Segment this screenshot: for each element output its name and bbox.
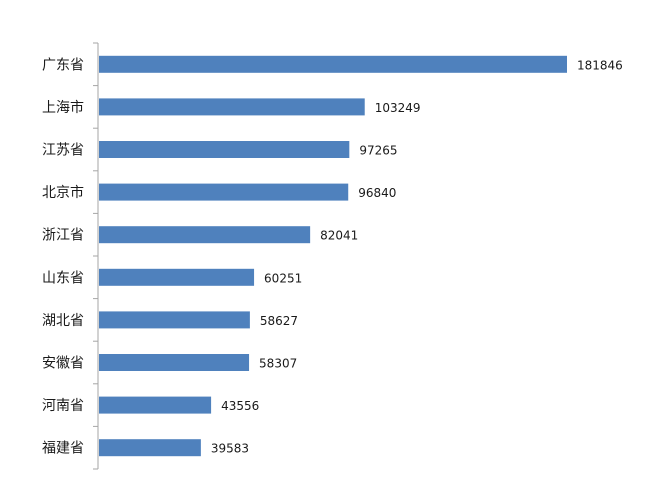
bar-1 [99, 98, 365, 116]
category-label-9: 福建省 [42, 441, 84, 457]
bar-7 [99, 354, 250, 371]
value-label-1: 103249 [375, 101, 421, 115]
value-label-5: 60251 [264, 271, 302, 285]
bar-3 [99, 183, 349, 201]
value-label-7: 58307 [259, 357, 297, 371]
value-label-2: 97265 [359, 144, 397, 158]
category-label-7: 安徽省 [42, 356, 84, 372]
category-label-1: 上海市 [42, 99, 84, 116]
value-label-4: 82041 [320, 229, 358, 243]
bar-6 [99, 311, 250, 329]
bar-0 [99, 55, 567, 73]
value-label-8: 43556 [221, 399, 259, 413]
category-label-3: 北京市 [42, 184, 84, 201]
value-label-0: 181846 [577, 58, 623, 72]
category-label-8: 河南省 [42, 398, 84, 414]
bars-layer [99, 55, 567, 457]
labels-layer: 广东省 181846 上海市 103249 江苏省 97265 北京市 96840 浙江省 820… [42, 57, 623, 456]
category-label-2: 江苏省 [42, 143, 84, 159]
value-label-9: 39583 [211, 442, 249, 456]
category-label-4: 浙江省 [42, 228, 84, 244]
category-label-6: 湖北省 [42, 313, 84, 329]
bar-8 [99, 396, 212, 414]
category-label-5: 山东省 [42, 270, 84, 286]
bar-2 [99, 141, 350, 158]
bar-4 [99, 226, 311, 244]
value-label-3: 96840 [358, 186, 396, 200]
bar-9 [99, 439, 201, 457]
category-label-0: 广东省 [42, 57, 84, 73]
axis-layer [93, 42, 99, 470]
value-label-6: 58627 [260, 314, 298, 328]
bar-5 [99, 268, 255, 286]
